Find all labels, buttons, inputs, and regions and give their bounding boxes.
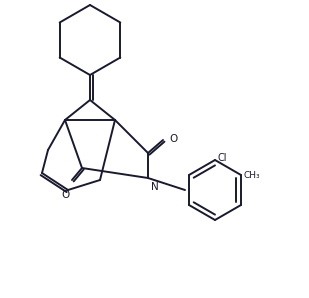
Text: N: N — [151, 182, 159, 192]
Text: O: O — [62, 190, 70, 200]
Text: Cl: Cl — [218, 153, 227, 163]
Text: CH₃: CH₃ — [244, 172, 260, 181]
Text: O: O — [169, 134, 177, 144]
